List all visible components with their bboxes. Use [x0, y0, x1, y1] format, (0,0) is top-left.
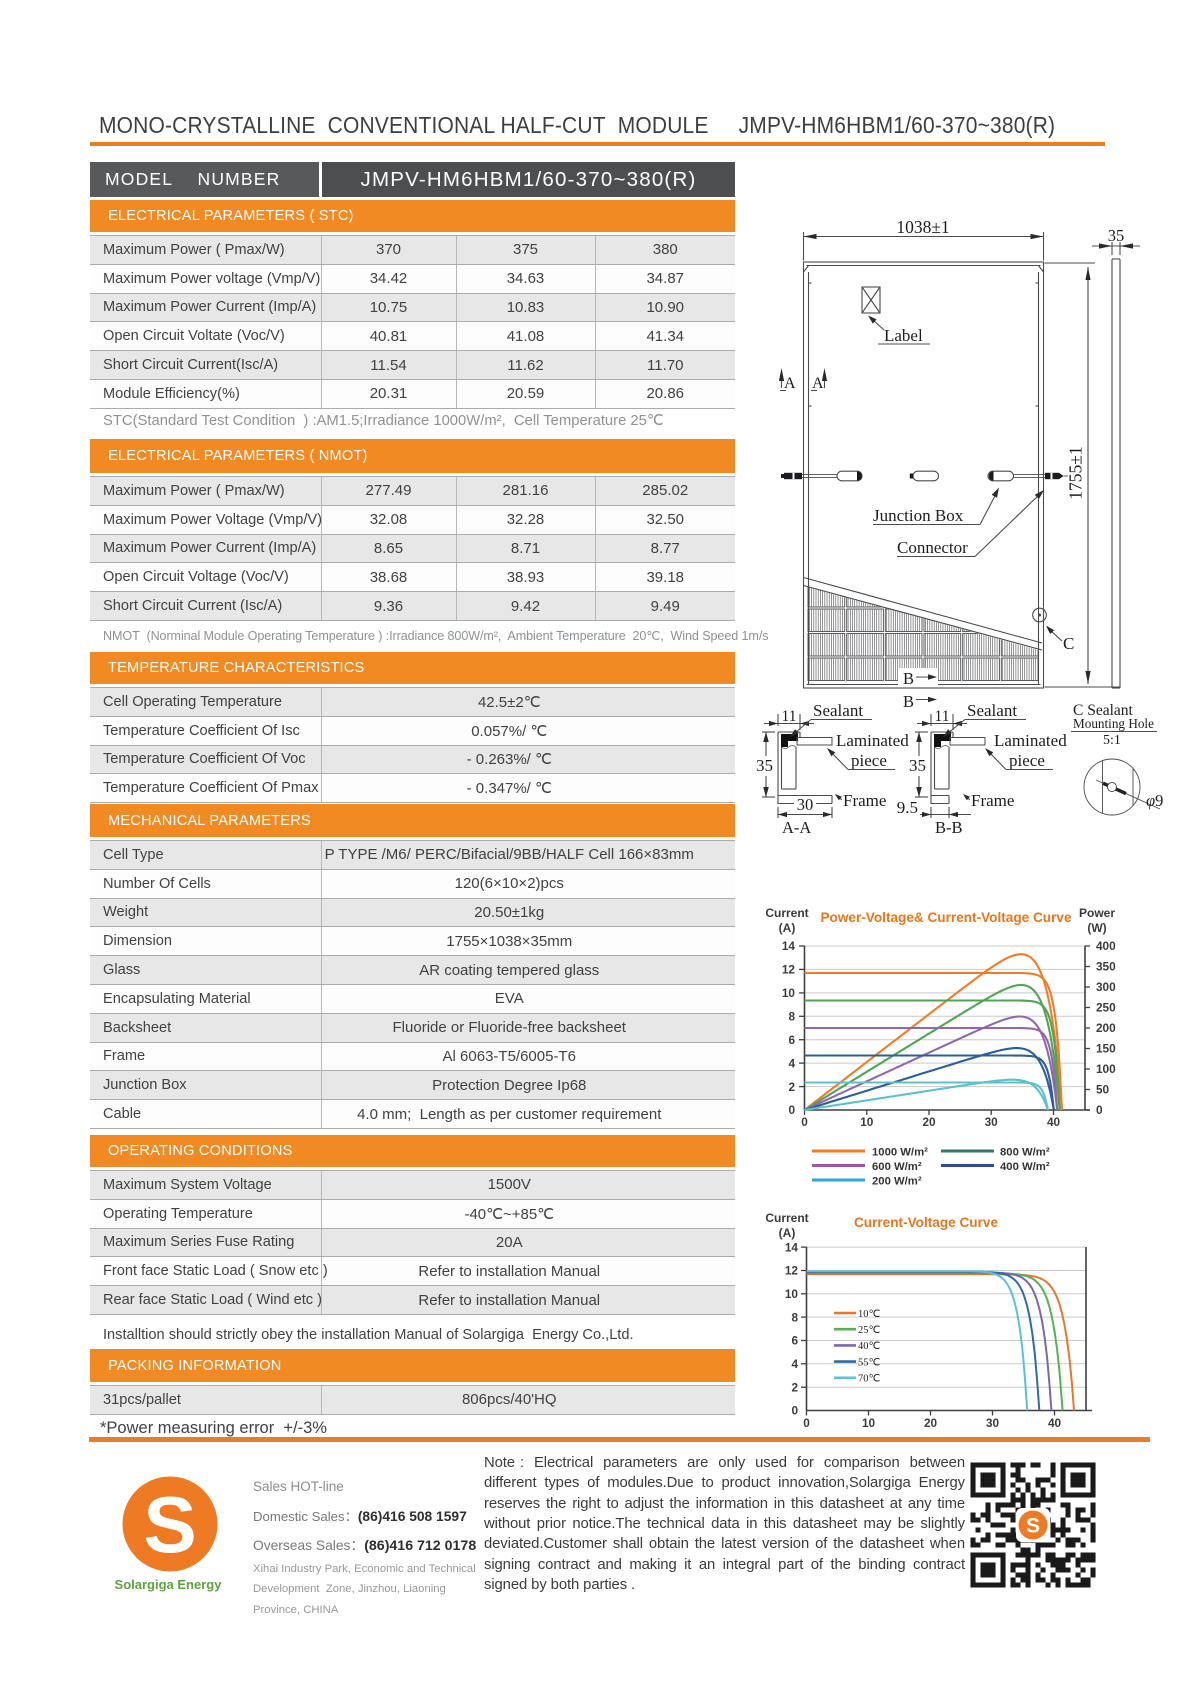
svg-text:Connector: Connector: [897, 538, 968, 557]
svg-text:12: 12: [785, 1264, 799, 1278]
svg-text:150: 150: [1096, 1042, 1116, 1056]
svg-text:A: A: [812, 375, 824, 392]
svg-text:30: 30: [797, 795, 814, 814]
svg-text:4: 4: [788, 1056, 795, 1070]
svg-text:30: 30: [986, 1416, 1000, 1430]
svg-text:10: 10: [860, 1115, 874, 1129]
svg-text:100: 100: [1096, 1062, 1116, 1076]
svg-text:(A): (A): [779, 1226, 796, 1240]
svg-text:8: 8: [788, 1010, 795, 1024]
svg-text:(A): (A): [779, 921, 796, 935]
svg-text:Label: Label: [884, 326, 923, 345]
svg-text:0: 0: [791, 1404, 798, 1418]
svg-text:1000 W/m²: 1000 W/m²: [872, 1147, 928, 1159]
svg-text:2: 2: [791, 1380, 798, 1394]
svg-text:A: A: [784, 375, 796, 392]
svg-text:1038±1: 1038±1: [896, 217, 949, 237]
svg-text:11: 11: [782, 708, 797, 725]
svg-text:35: 35: [1108, 226, 1125, 245]
svg-text:2: 2: [788, 1080, 795, 1094]
svg-text:10: 10: [862, 1416, 876, 1430]
svg-text:30: 30: [985, 1115, 999, 1129]
svg-text:55℃: 55℃: [858, 1357, 881, 1368]
svg-text:25℃: 25℃: [858, 1325, 881, 1336]
svg-text:Solargiga Energy: Solargiga Energy: [115, 1577, 223, 1592]
svg-text:400: 400: [1096, 939, 1116, 953]
svg-text:40: 40: [1048, 1416, 1062, 1430]
svg-text:piece: piece: [1009, 751, 1045, 770]
svg-text:(W): (W): [1087, 921, 1106, 935]
svg-text:4: 4: [791, 1357, 798, 1371]
svg-text:40℃: 40℃: [858, 1341, 881, 1352]
svg-text:Current-Voltage Curve: Current-Voltage Curve: [854, 1215, 998, 1230]
svg-text:Power-Voltage& Current-Voltage: Power-Voltage& Current-Voltage Curve: [820, 910, 1071, 925]
svg-text:S: S: [1026, 1515, 1040, 1538]
svg-text:800 W/m²: 800 W/m²: [1000, 1147, 1050, 1159]
svg-text:B-B: B-B: [935, 818, 963, 837]
svg-text:10: 10: [785, 1287, 799, 1301]
svg-text:11: 11: [935, 708, 950, 725]
svg-text:6: 6: [791, 1334, 798, 1348]
svg-text:Power: Power: [1079, 906, 1115, 920]
svg-text:12: 12: [782, 963, 796, 977]
svg-text:5:1: 5:1: [1103, 733, 1121, 748]
svg-text:40: 40: [1047, 1115, 1061, 1129]
svg-text:A-A: A-A: [782, 818, 811, 837]
svg-text:S: S: [143, 1480, 196, 1569]
svg-text:250: 250: [1096, 1001, 1116, 1015]
svg-text:Frame: Frame: [971, 791, 1014, 810]
svg-text:0: 0: [803, 1416, 810, 1430]
svg-text:C: C: [1063, 634, 1074, 653]
svg-text:20: 20: [922, 1115, 936, 1129]
svg-text:piece: piece: [851, 751, 887, 770]
svg-text:B: B: [903, 692, 914, 711]
svg-text:8: 8: [791, 1310, 798, 1324]
svg-text:B: B: [903, 669, 914, 688]
svg-text:70℃: 70℃: [858, 1374, 881, 1385]
svg-text:Laminated: Laminated: [994, 731, 1067, 750]
svg-text:9.5: 9.5: [897, 798, 918, 817]
svg-text:Sealant: Sealant: [967, 701, 1017, 720]
svg-text:Frame: Frame: [843, 791, 886, 810]
svg-text:1755±1: 1755±1: [1066, 446, 1086, 499]
svg-text:10: 10: [782, 986, 796, 1000]
svg-text:Laminated: Laminated: [836, 731, 909, 750]
svg-text:35: 35: [909, 756, 926, 775]
svg-text:400 W/m²: 400 W/m²: [1000, 1161, 1050, 1173]
svg-text:350: 350: [1096, 960, 1116, 974]
svg-text:0: 0: [1096, 1103, 1103, 1117]
svg-text:Junction Box: Junction Box: [873, 506, 964, 525]
svg-text:300: 300: [1096, 980, 1116, 994]
svg-text:14: 14: [782, 939, 796, 953]
svg-text:10℃: 10℃: [858, 1309, 881, 1320]
svg-text:0: 0: [788, 1103, 795, 1117]
svg-text:200: 200: [1096, 1021, 1116, 1035]
svg-text:0: 0: [801, 1115, 808, 1129]
svg-text:C Sealant: C Sealant: [1073, 702, 1134, 719]
svg-text:6: 6: [788, 1033, 795, 1047]
svg-text:14: 14: [785, 1240, 799, 1254]
svg-text:Sealant: Sealant: [813, 701, 863, 720]
svg-text:Current: Current: [765, 1211, 808, 1225]
svg-text:200 W/m²: 200 W/m²: [872, 1176, 922, 1188]
svg-text:Current: Current: [765, 906, 808, 920]
svg-text:600 W/m²: 600 W/m²: [872, 1161, 922, 1173]
svg-text:φ9: φ9: [1146, 791, 1163, 810]
svg-text:Mounting Hole: Mounting Hole: [1073, 716, 1154, 731]
svg-text:20: 20: [924, 1416, 938, 1430]
svg-text:35: 35: [756, 756, 773, 775]
svg-text:50: 50: [1096, 1083, 1110, 1097]
